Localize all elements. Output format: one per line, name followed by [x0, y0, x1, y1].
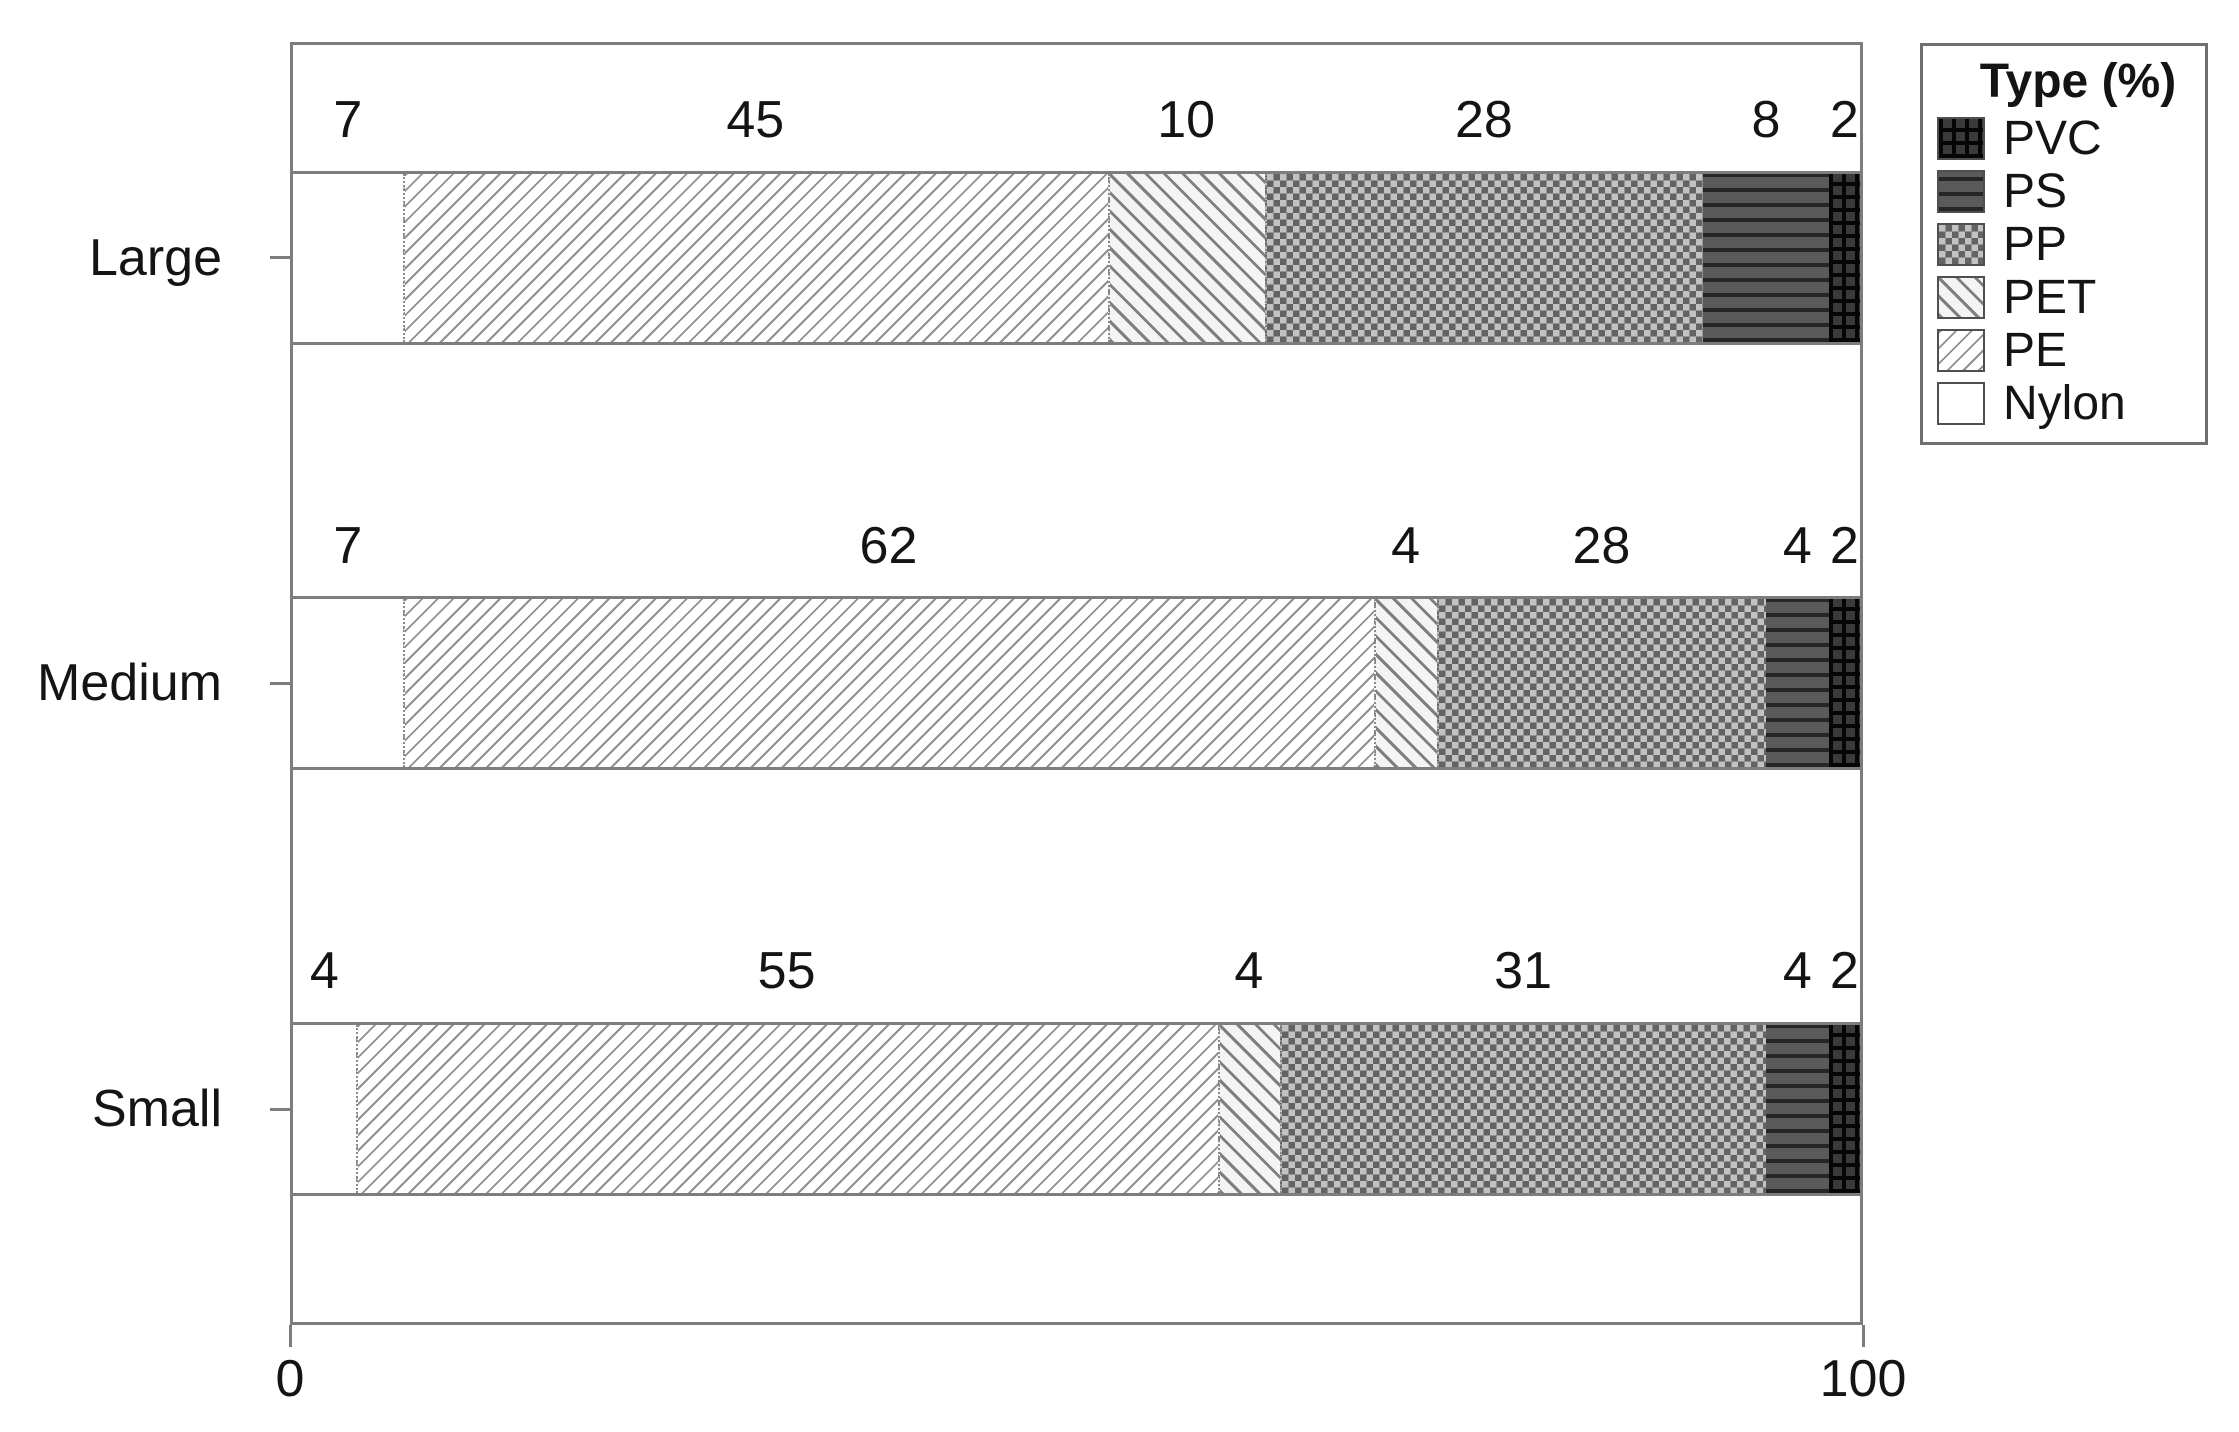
legend-label-pvc: PVC: [2003, 111, 2102, 165]
value-label-small-pp: 31: [1494, 942, 1553, 1001]
value-label-small-pe: 55: [757, 942, 816, 1001]
value-label-large-nylon: 7: [333, 91, 363, 149]
y-axis-tick-medium: [270, 681, 290, 685]
segment-small-pvc: [1828, 1025, 1860, 1194]
bar-small: [293, 1022, 1860, 1197]
plot-area: 7 45 10 28 8 2 7 62 4 28 4 2 4 55 4 31 4 2: [290, 42, 1863, 1325]
value-label-large-pe: 45: [726, 91, 785, 149]
segment-large-pet: [1107, 173, 1265, 342]
value-label-medium-pvc: 2: [1829, 516, 1859, 575]
legend-entry-pp: PP: [1923, 218, 2205, 271]
value-label-small-ps: 4: [1782, 942, 1812, 1001]
legend-swatch-pet: [1937, 276, 1985, 319]
segment-medium-pe: [402, 599, 1375, 768]
legend-title: Type (%): [1979, 55, 2177, 108]
value-label-large-pvc: 2: [1829, 91, 1859, 149]
legend-box: Type (%) PVC PS PP PET PE Nylon: [1920, 43, 2208, 445]
legend-entry-nylon: Nylon: [1923, 377, 2205, 430]
segment-medium-pvc: [1828, 599, 1860, 768]
legend-swatch-pvc: [1937, 117, 1985, 160]
legend-entry-pvc: PVC: [1923, 112, 2205, 165]
legend-label-pet: PET: [2003, 270, 2097, 324]
segment-small-ps: [1765, 1025, 1829, 1194]
legend-label-nylon: Nylon: [2003, 376, 2126, 430]
legend-swatch-pe: [1937, 329, 1985, 372]
segment-large-pe: [402, 173, 1108, 342]
segment-large-pp: [1264, 173, 1704, 342]
segment-medium-ps: [1765, 599, 1829, 768]
legend-swatch-pp: [1937, 223, 1985, 266]
category-label-small: Small: [91, 1080, 222, 1139]
value-label-medium-pet: 4: [1391, 516, 1421, 575]
value-label-small-nylon: 4: [309, 942, 339, 1001]
value-label-medium-pp: 28: [1572, 516, 1631, 575]
legend-entry-ps: PS: [1923, 165, 2205, 218]
x-axis-label-0: 0: [275, 1350, 305, 1408]
y-axis-tick-small: [270, 1107, 290, 1111]
x-axis-tick-0: [288, 1325, 292, 1347]
value-label-medium-nylon: 7: [333, 516, 363, 575]
segment-small-pet: [1217, 1025, 1281, 1194]
value-label-large-pet: 10: [1157, 91, 1216, 149]
segment-large-nylon: [293, 173, 403, 342]
legend-entries: PVC PS PP PET PE Nylon: [1923, 112, 2205, 430]
x-axis-label-100: 100: [1819, 1350, 1907, 1408]
segment-medium-pet: [1374, 599, 1437, 768]
segment-large-ps: [1703, 173, 1829, 342]
legend-entry-pe: PE: [1923, 324, 2205, 377]
value-label-medium-ps: 4: [1782, 516, 1812, 575]
legend-swatch-nylon: [1937, 382, 1985, 425]
segment-small-pe: [355, 1025, 1218, 1194]
segment-medium-nylon: [293, 599, 403, 768]
value-label-large-ps: 8: [1751, 91, 1781, 149]
legend-label-pp: PP: [2003, 217, 2068, 271]
value-label-large-pp: 28: [1454, 91, 1513, 149]
value-label-small-pet: 4: [1234, 942, 1264, 1001]
legend-label-pe: PE: [2003, 323, 2068, 377]
legend-label-ps: PS: [2003, 164, 2068, 218]
value-label-small-pvc: 2: [1829, 942, 1859, 1001]
segment-large-pvc: [1828, 173, 1860, 342]
bar-medium: [293, 596, 1860, 771]
segment-small-pp: [1280, 1025, 1766, 1194]
bar-large: [293, 170, 1860, 345]
legend-entry-pet: PET: [1923, 271, 2205, 324]
y-axis-tick-large: [270, 256, 290, 260]
category-label-medium: Medium: [37, 654, 222, 713]
category-label-large: Large: [89, 228, 222, 287]
segment-medium-pp: [1436, 599, 1766, 768]
value-label-medium-pe: 62: [859, 516, 918, 575]
x-axis-tick-100: [1861, 1325, 1865, 1347]
legend-swatch-ps: [1937, 170, 1985, 213]
segment-small-nylon: [293, 1025, 356, 1194]
